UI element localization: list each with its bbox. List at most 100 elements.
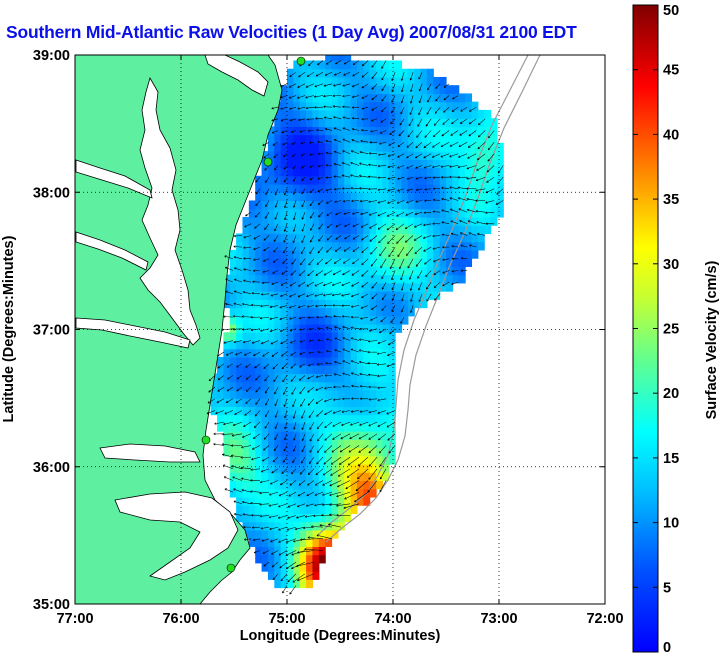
velocity-arrow [485,200,495,204]
heatmap-cell [299,315,307,325]
heatmap-cell [363,109,371,119]
velocity-arrow [355,480,369,492]
heatmap-cell [318,464,326,473]
heatmap-cell [242,496,250,506]
heatmap-cell [350,406,358,416]
heatmap-cell [261,538,269,547]
velocity-arrow [260,304,270,308]
heatmap-cell [306,225,314,235]
heatmap-cell [388,414,396,424]
heatmap-cell [350,192,358,202]
heatmap-cell [337,258,345,267]
heatmap-cell [420,101,428,111]
heatmap-cell [363,464,371,473]
heatmap-cell [350,101,358,111]
velocity-arrow [475,209,486,213]
heatmap-cell [248,315,256,325]
heatmap-cell [223,348,231,358]
heatmap-cell [401,307,409,317]
velocity-arrow [410,83,414,92]
heatmap-cell [395,282,403,292]
heatmap-cell [306,529,314,539]
heatmap-cell [477,241,485,251]
heatmap-cell [312,109,320,119]
heatmap-cell [363,93,371,103]
velocity-arrow [274,200,279,208]
heatmap-cell [344,307,352,317]
heatmap-cell [395,159,403,169]
heatmap-cell [248,389,256,399]
heatmap-cell [299,93,307,103]
heatmap-cell [312,184,320,193]
heatmap-cell [267,472,275,482]
velocity-arrow [485,222,495,225]
velocity-arrow [351,117,360,120]
heatmap-cell [356,274,364,284]
heatmap-cell [337,93,345,103]
heatmap-cell [325,249,333,259]
heatmap-cell [363,142,371,152]
heatmap-cell [369,249,377,259]
velocity-arrow [241,477,252,481]
velocity-arrow [406,200,414,204]
velocity-arrow [458,141,468,147]
velocity-arrow [317,433,324,442]
heatmap-cell [395,167,403,177]
heatmap-cell [426,282,434,292]
heatmap-cell [229,332,237,342]
heatmap-cell [293,118,301,127]
velocity-arrow [335,60,342,65]
velocity-arrow [368,445,378,454]
heatmap-cell [280,340,288,350]
heatmap-cell [274,241,282,251]
heatmap-cell [255,496,263,506]
velocity-arrow [370,118,378,122]
heatmap-cell [401,258,409,267]
heatmap-cell [236,389,244,399]
heatmap-cell [248,324,256,333]
velocity-arrow [280,83,288,88]
heatmap-cell [312,389,320,399]
heatmap-cell [452,175,460,185]
velocity-arrow [325,139,333,143]
heatmap-cell [312,398,320,407]
velocity-arrow [251,513,261,517]
axis-ticks: 77:00 76:00 75:00 74:00 73:00 72:0039:0038:00… [33,48,624,627]
velocity-arrow [330,468,342,476]
heatmap-cell [395,68,403,78]
heatmap-cell [306,562,314,572]
heatmap-cell [331,134,339,144]
heatmap-cell [356,258,364,267]
heatmap-cell [293,109,301,119]
velocity-arrow [410,95,414,104]
heatmap-cell [255,480,263,490]
heatmap-cell [350,324,358,333]
heatmap-cell [395,142,403,152]
velocity-arrow [442,281,450,287]
velocity-arrow [400,316,405,324]
heatmap-cell [306,76,314,86]
heatmap-cell [287,225,294,235]
heatmap-cell [369,266,377,276]
heatmap-cell [414,134,422,144]
heatmap-cell [369,315,377,325]
velocity-arrow [477,232,486,236]
velocity-arrow [370,316,378,321]
velocity-arrow [361,128,369,132]
velocity-arrow [285,538,297,543]
heatmap-cell [420,200,428,210]
heatmap-cell [312,216,320,226]
heatmap-cell [376,332,383,342]
velocity-arrow [381,95,387,102]
heatmap-cell [471,142,479,152]
heatmap-cell [369,142,377,152]
velocity-arrow [361,83,369,89]
y-tick-label: 35:00 [33,597,70,613]
velocity-arrow [265,177,270,183]
heatmap-cell [293,579,301,589]
heatmap-cell [280,233,288,243]
velocity-arrow [270,538,279,543]
velocity-arrow [323,116,333,120]
heatmap-cell [318,521,326,531]
heatmap-cell [267,554,275,564]
